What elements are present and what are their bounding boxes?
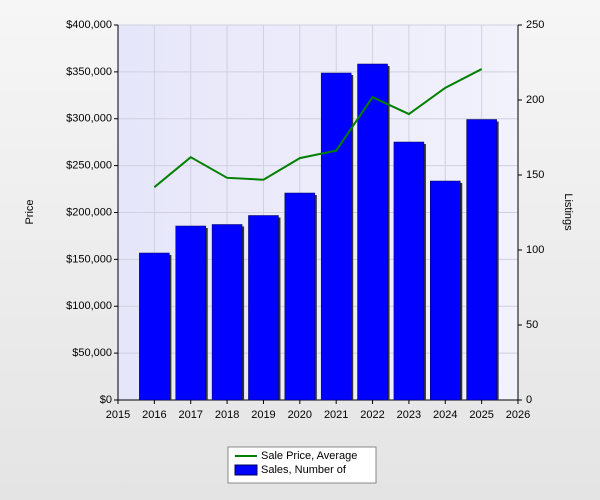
- bar: [248, 215, 279, 401]
- bar: [393, 141, 425, 401]
- legend-swatch: [234, 464, 258, 476]
- bar: [175, 225, 206, 401]
- x-tick-label: 2015: [106, 409, 130, 421]
- x-tick-label: 2016: [142, 409, 166, 421]
- y-tick-label: $350,000: [66, 66, 112, 78]
- y2-tick-label: 50: [526, 319, 538, 331]
- bar: [466, 119, 497, 401]
- y-tick-label: $0: [100, 394, 112, 406]
- x-tick-label: 2025: [469, 409, 493, 421]
- bar: [211, 224, 243, 401]
- y-tick-label: $300,000: [66, 113, 112, 125]
- bar: [357, 63, 388, 401]
- x-tick-label: 2021: [324, 409, 348, 421]
- y2-tick-label: 0: [526, 394, 532, 406]
- bar: [139, 252, 170, 401]
- y2-tick-label: 250: [526, 19, 544, 31]
- x-tick-label: 2020: [288, 409, 312, 421]
- y-tick-label: $50,000: [72, 347, 112, 359]
- x-tick-label: 2022: [360, 409, 384, 421]
- y2-tick-label: 100: [526, 244, 544, 256]
- y-tick-label: $150,000: [66, 253, 112, 265]
- x-tick-label: 2023: [397, 409, 421, 421]
- y-tick-label: $250,000: [66, 160, 112, 172]
- x-tick-label: 2018: [215, 409, 239, 421]
- y-axis-label: Price: [24, 199, 36, 224]
- y-tick-label: $400,000: [66, 19, 112, 31]
- line: [153, 68, 483, 188]
- x-tick-label: 2024: [433, 409, 457, 421]
- legend-label: Sale Price, Average: [261, 450, 357, 462]
- y2-tick-label: 150: [526, 169, 544, 181]
- y-tick-label: $100,000: [66, 300, 112, 312]
- bar: [320, 72, 352, 401]
- legend-label: Sales, Number of: [261, 464, 347, 476]
- y2-tick-label: 200: [526, 94, 544, 106]
- x-tick-label: 2019: [251, 409, 275, 421]
- bar: [430, 180, 461, 401]
- x-tick-label: 2026: [506, 409, 530, 421]
- x-tick-label: 2017: [178, 409, 202, 421]
- y2-axis-label: Listings: [562, 193, 574, 231]
- bar: [284, 192, 316, 401]
- y-tick-label: $200,000: [66, 206, 112, 218]
